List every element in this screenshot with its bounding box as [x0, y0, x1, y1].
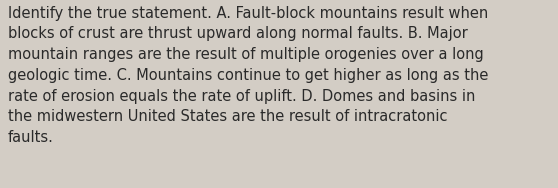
Text: Identify the true statement. A. Fault-block mountains result when
blocks of crus: Identify the true statement. A. Fault-bl… [8, 6, 488, 145]
